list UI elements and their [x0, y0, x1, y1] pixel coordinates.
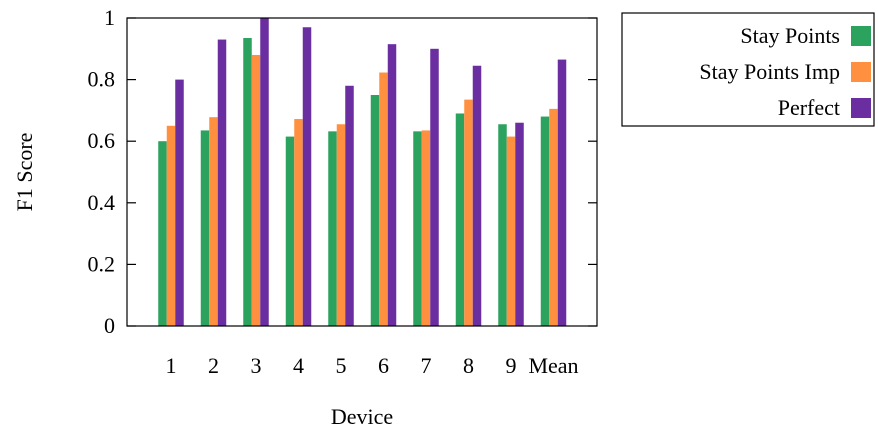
bar-perfect: [557, 59, 567, 327]
legend-label: Stay Points Imp: [699, 59, 840, 84]
y-tick-label: 0.4: [88, 190, 116, 215]
bar-perfect: [260, 18, 269, 326]
x-tick-label: 2: [208, 353, 219, 378]
legend: Stay Points Stay Points Imp Perfect: [621, 12, 875, 127]
legend-swatch: [851, 98, 871, 118]
bar-perfect: [430, 48, 439, 327]
bar-stay-points-imp: [166, 125, 176, 326]
y-tick-label: 0.8: [88, 67, 116, 92]
plot-frame: [126, 17, 598, 327]
x-tick-label: 7: [421, 353, 432, 378]
bar-stay-points-imp: [506, 136, 516, 326]
y-tick-label: 0.2: [88, 251, 116, 276]
bar-stay-points: [200, 130, 210, 326]
bar-stay-points: [328, 131, 337, 326]
bar-stay-points-imp: [549, 108, 558, 326]
x-tick-label: 5: [336, 353, 347, 378]
x-tick-label: 1: [166, 353, 177, 378]
legend-box: [621, 12, 875, 127]
legend-label: Stay Points: [740, 23, 840, 48]
legend-swatch: [851, 26, 871, 46]
x-tick-label: 3: [251, 353, 262, 378]
bar-perfect: [302, 27, 312, 327]
bars-layer: [158, 18, 567, 327]
bar-stay-points: [413, 131, 422, 326]
bar-stay-points-imp: [464, 99, 473, 327]
y-tick-label: 1: [104, 5, 115, 30]
bar-perfect: [217, 39, 227, 327]
bar-stay-points-imp: [421, 130, 431, 326]
bar-stay-points: [498, 124, 507, 326]
y-tick-label: 0: [104, 313, 115, 338]
bar-stay-points: [370, 95, 380, 326]
x-tick-label: 9: [506, 353, 517, 378]
bar-perfect: [472, 65, 482, 327]
bar-perfect: [387, 44, 397, 327]
x-tick-label: 8: [463, 353, 474, 378]
bar-perfect: [515, 122, 524, 326]
x-tick-label: Mean: [528, 353, 578, 378]
x-tick-label: 4: [293, 353, 304, 378]
bar-stay-points: [243, 38, 252, 327]
bar-stay-points: [540, 116, 550, 326]
bar-stay-points: [455, 113, 465, 326]
axes-layer: 0 0.2 0.4 0.6 0.8 1 1 2 3 4 5 6 7 8 9 Mean: [88, 5, 598, 378]
bar-stay-points-imp: [379, 72, 388, 327]
legend-swatch: [851, 62, 871, 82]
y-tick-label: 0.6: [88, 128, 116, 153]
legend-label: Perfect: [778, 95, 840, 120]
y-axis-label: F1 Score: [12, 133, 37, 212]
bar-stay-points-imp: [336, 124, 346, 326]
bar-perfect: [175, 79, 184, 326]
bar-stay-points-imp: [209, 117, 218, 327]
bar-stay-points-imp: [251, 54, 261, 327]
bar-stay-points-imp: [294, 119, 303, 326]
bar-stay-points: [158, 141, 167, 326]
x-axis-label: Device: [331, 404, 393, 429]
bar-perfect: [345, 85, 354, 326]
bar-stay-points: [285, 136, 295, 326]
x-tick-label: 6: [378, 353, 389, 378]
